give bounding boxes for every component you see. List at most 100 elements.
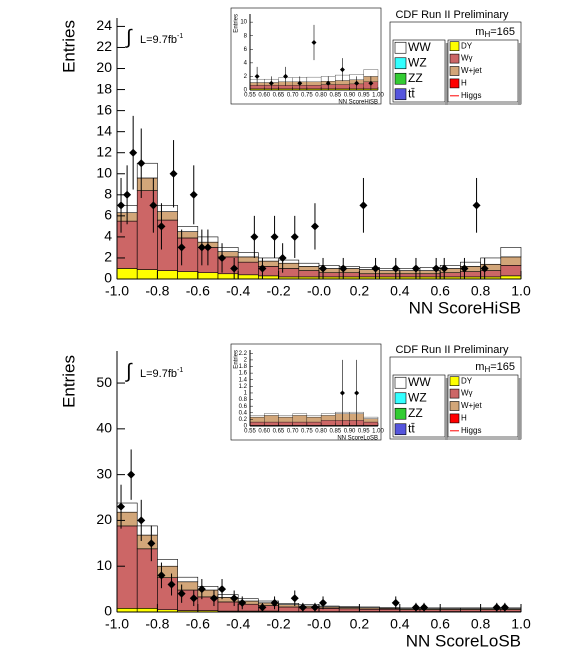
histogram-segment	[363, 418, 379, 423]
histogram-segment	[338, 608, 360, 612]
x-tick-label: -0.6	[186, 616, 210, 632]
lumi-label: L=9.7fb-1	[140, 367, 183, 380]
x-axis-label: NN ScoreHiSB	[338, 100, 378, 106]
histogram-segment	[278, 606, 300, 612]
x-tick-label: -1.0	[105, 616, 129, 632]
x-tick-label: -0.4	[226, 283, 250, 299]
lumi-text: L=9.7fb	[140, 34, 177, 46]
x-tick-label: -0.4	[226, 616, 250, 632]
histogram-segment	[292, 415, 308, 423]
x-tick-label: 0.4	[390, 616, 410, 632]
histogram-segment	[258, 257, 279, 262]
histogram-segment	[419, 273, 441, 278]
legend-shadow	[445, 378, 448, 440]
histogram-segment	[298, 266, 320, 271]
histogram-segment	[116, 525, 138, 609]
histogram-segment	[116, 268, 138, 280]
histogram-segment	[363, 69, 379, 77]
histogram-segment	[217, 273, 239, 280]
x-tick-label: 0.75	[301, 93, 313, 99]
data-point	[218, 253, 227, 262]
legend-swatch	[394, 376, 407, 389]
y-axis-label: Entries	[59, 355, 78, 408]
data-point	[411, 264, 420, 273]
y-axis-label: Entries	[234, 14, 240, 33]
histogram-segment	[379, 273, 401, 278]
histogram-segment	[258, 600, 279, 604]
data-point	[157, 571, 166, 580]
x-tick-label: 0.85	[329, 93, 341, 99]
histogram-segment	[318, 608, 340, 612]
header: CDF Run II Preliminary	[395, 9, 509, 21]
histogram-segment	[320, 420, 336, 426]
histogram-segment	[439, 607, 461, 610]
x-tick-label: 1.00	[372, 93, 384, 99]
data-point	[500, 603, 509, 612]
y-tick-label: 2.2	[239, 351, 248, 357]
histogram-segment	[338, 606, 360, 608]
histogram-segment	[177, 581, 199, 591]
histogram-segment	[500, 265, 522, 277]
histogram-segment	[335, 84, 350, 89]
data-point	[189, 190, 198, 199]
legend-swatch	[394, 57, 407, 70]
histogram-segment	[359, 608, 380, 612]
histogram-segment	[363, 416, 379, 419]
legend-swatch	[449, 376, 460, 387]
x-tick-label: 0.70	[287, 429, 299, 435]
data-point	[149, 201, 158, 210]
histogram-segment	[136, 548, 158, 609]
histogram-segment	[278, 268, 300, 278]
x-tick-label: 0.70	[287, 93, 299, 99]
histogram-segment	[217, 247, 239, 252]
x-tick-label: 0.80	[315, 93, 327, 99]
y-tick-label: 1.4	[239, 377, 248, 383]
data-point	[420, 603, 429, 612]
x-tick-label: -0.8	[145, 283, 169, 299]
x-tick-label: 1.00	[372, 429, 384, 435]
data-point	[319, 264, 328, 273]
lumi-superscript: -1	[177, 33, 183, 40]
y-axis-label: Entries	[234, 350, 240, 369]
histogram-segment	[500, 256, 522, 266]
legend-label: DY	[461, 376, 473, 385]
histogram-segment	[177, 271, 199, 280]
legend-swatch	[394, 392, 407, 405]
histogram-segment	[177, 237, 199, 272]
histogram-segment	[177, 231, 199, 239]
data-point	[311, 40, 317, 45]
histogram-segment	[306, 421, 322, 426]
x-tick-label: -0.0	[307, 283, 331, 299]
data-point	[250, 232, 259, 241]
legend-label: W+jet	[461, 401, 482, 410]
x-tick-label: 0.85	[329, 429, 341, 435]
x-tick-label: 0.80	[315, 429, 327, 435]
y-tick-label: 0.2	[239, 417, 248, 423]
data-point	[230, 594, 239, 603]
data-point	[157, 222, 166, 231]
x-tick-label: 0.2	[350, 283, 370, 299]
histogram-segment	[264, 415, 279, 423]
data-point	[432, 264, 441, 273]
histogram-segment	[306, 415, 322, 418]
histogram-segment	[500, 247, 522, 258]
data-point	[203, 243, 212, 252]
data-point	[283, 73, 289, 79]
data-point	[290, 232, 299, 241]
data-point	[129, 148, 138, 157]
y-tick-label: 6	[244, 47, 248, 53]
histogram-segment	[460, 607, 481, 610]
x-axis-label: NN ScoreHiSB	[409, 298, 521, 317]
data-point	[117, 502, 126, 511]
header: CDF Run II Preliminary	[395, 344, 509, 356]
histogram-segment	[318, 605, 340, 608]
data-point	[270, 232, 279, 241]
legend-label: Higgs	[461, 91, 481, 100]
histogram-segment	[116, 511, 138, 527]
legend-shadow	[518, 43, 521, 105]
x-tick-label: 0.75	[301, 429, 313, 435]
histogram-segment	[177, 576, 199, 583]
lumi-superscript: -1	[177, 367, 183, 374]
data-point	[354, 80, 360, 86]
x-tick-label: 0.90	[344, 93, 356, 99]
